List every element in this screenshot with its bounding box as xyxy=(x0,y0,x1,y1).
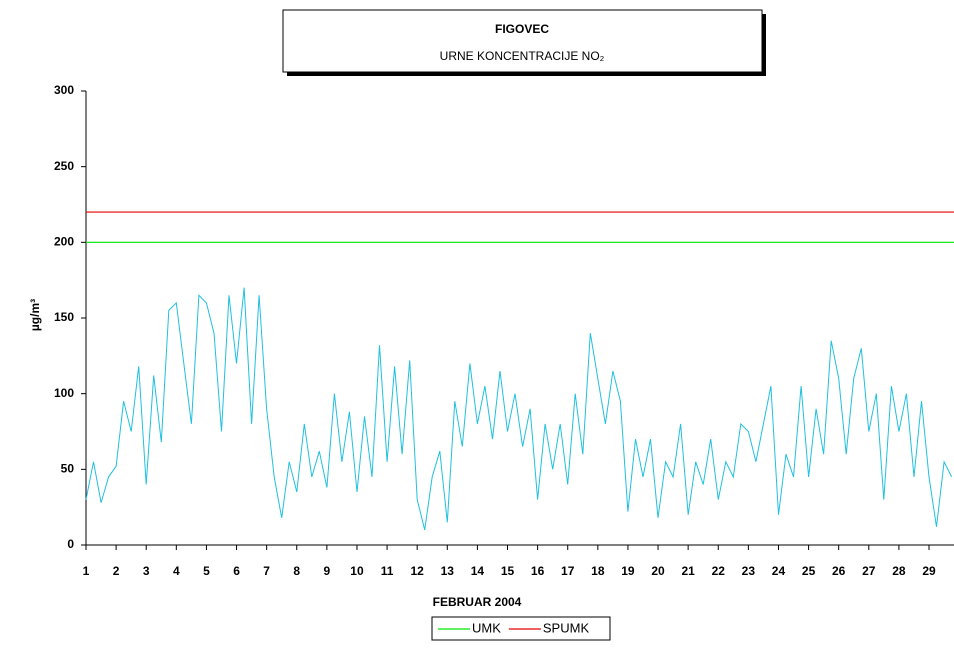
data-line xyxy=(85,287,953,531)
title-box xyxy=(282,9,763,73)
x-tick-label: 17 xyxy=(561,564,575,578)
y-tick-label: 300 xyxy=(54,83,74,97)
x-tick-label: 6 xyxy=(233,564,240,578)
x-tick-label: 7 xyxy=(263,564,270,578)
x-tick-label: 18 xyxy=(591,564,605,578)
x-tick-label: 20 xyxy=(651,564,665,578)
x-tick-label: 26 xyxy=(832,564,846,578)
x-tick-label: 19 xyxy=(621,564,635,578)
x-tick-label: 5 xyxy=(203,564,210,578)
x-tick-label: 28 xyxy=(892,564,906,578)
y-tick-label: 200 xyxy=(54,235,74,249)
legend-label: SPUMK xyxy=(543,620,590,635)
y-tick-label: 100 xyxy=(54,386,74,400)
y-axis-label: µg/m³ xyxy=(28,299,42,331)
x-tick-label: 24 xyxy=(772,564,786,578)
x-tick-label: 13 xyxy=(441,564,455,578)
x-tick-label: 3 xyxy=(143,564,150,578)
x-tick-label: 11 xyxy=(381,564,394,578)
x-tick-label: 8 xyxy=(293,564,300,578)
x-tick-label: 29 xyxy=(922,564,936,578)
x-tick-label: 23 xyxy=(742,564,756,578)
x-tick-label: 12 xyxy=(411,564,425,578)
x-tick-label: 1 xyxy=(83,564,90,578)
x-tick-label: 25 xyxy=(802,564,816,578)
x-tick-label: 22 xyxy=(712,564,726,578)
x-tick-label: 4 xyxy=(173,564,180,578)
x-tick-label: 10 xyxy=(350,564,364,578)
y-tick-label: 250 xyxy=(54,159,74,173)
legend-label: UMK xyxy=(472,620,501,635)
x-tick-label: 16 xyxy=(531,564,545,578)
y-tick-label: 50 xyxy=(61,462,75,476)
x-tick-label: 2 xyxy=(113,564,120,578)
y-tick-label: 150 xyxy=(54,310,74,324)
x-tick-label: 27 xyxy=(862,564,876,578)
x-tick-label: 9 xyxy=(324,564,331,578)
chart-subtitle: URNE KONCENTRACIJE NO₂ xyxy=(440,49,605,63)
x-tick-label: 14 xyxy=(471,564,485,578)
y-tick-label: 0 xyxy=(67,537,74,551)
x-tick-label: 15 xyxy=(501,564,515,578)
chart-title: FIGOVEC xyxy=(495,22,549,36)
x-axis-label: FEBRUAR 2004 xyxy=(433,595,522,609)
x-tick-label: 21 xyxy=(681,564,695,578)
